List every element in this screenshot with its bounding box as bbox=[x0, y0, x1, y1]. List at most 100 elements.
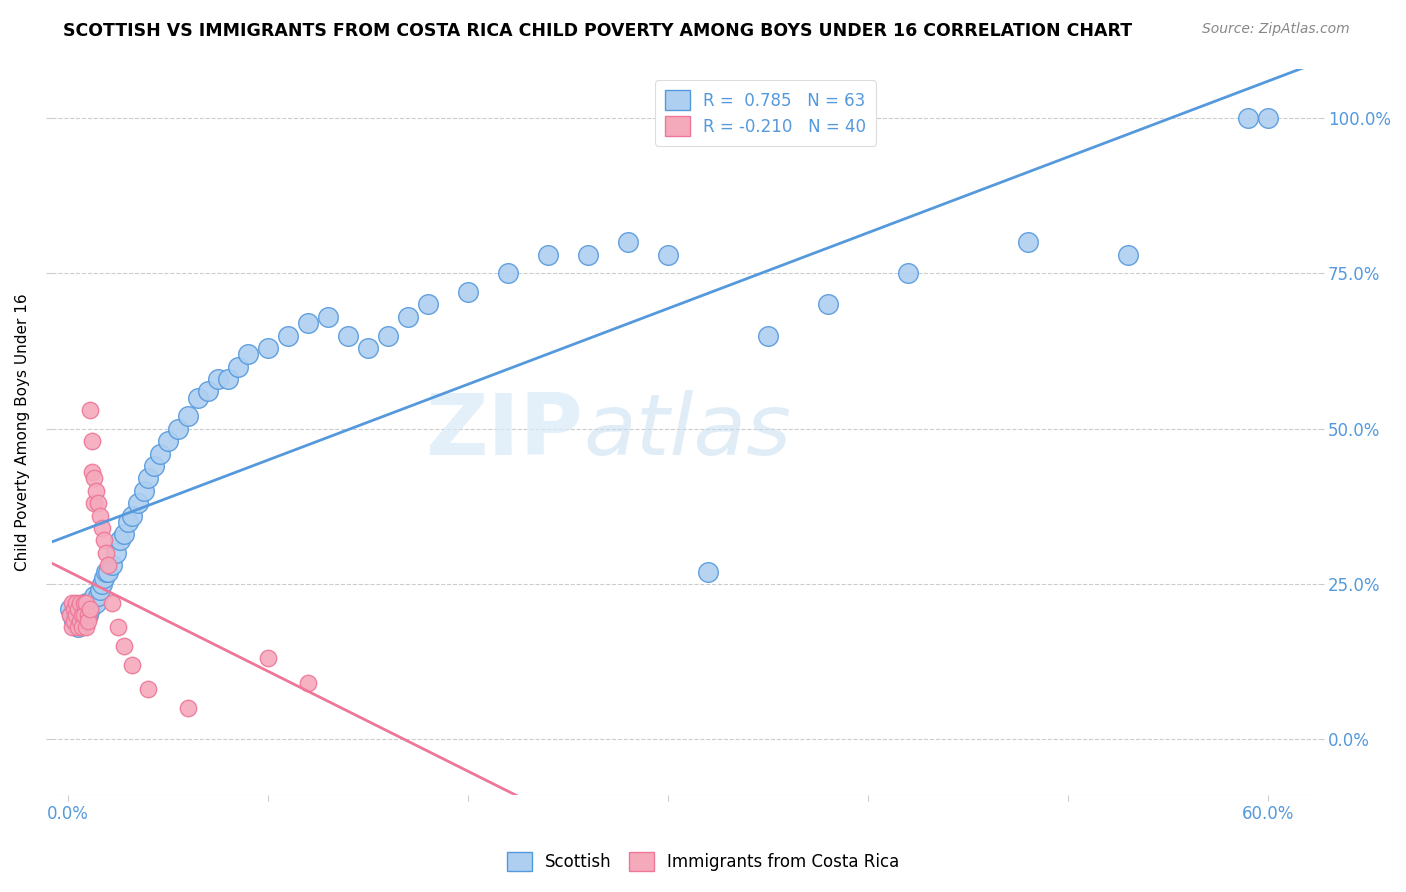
Point bbox=[72, 614, 94, 628]
Point bbox=[58, 607, 80, 622]
Point bbox=[76, 607, 98, 622]
Point bbox=[62, 614, 84, 628]
Point bbox=[156, 434, 179, 449]
Point bbox=[58, 601, 80, 615]
Point bbox=[657, 248, 679, 262]
Point bbox=[100, 596, 122, 610]
Point bbox=[83, 496, 105, 510]
Point bbox=[896, 267, 918, 281]
Point bbox=[186, 391, 208, 405]
Point bbox=[83, 471, 105, 485]
Point bbox=[121, 508, 143, 523]
Point bbox=[75, 620, 97, 634]
Point bbox=[457, 285, 479, 299]
Point bbox=[94, 546, 117, 560]
Point bbox=[72, 607, 94, 622]
Point bbox=[79, 601, 101, 615]
Point bbox=[256, 651, 278, 665]
Point bbox=[79, 403, 101, 417]
Point bbox=[112, 639, 135, 653]
Point bbox=[79, 601, 101, 615]
Point bbox=[70, 601, 93, 615]
Point bbox=[65, 607, 87, 622]
Point bbox=[72, 596, 94, 610]
Point bbox=[696, 565, 718, 579]
Point bbox=[104, 546, 127, 560]
Point bbox=[60, 596, 83, 610]
Point bbox=[86, 496, 108, 510]
Point bbox=[93, 533, 115, 548]
Point bbox=[756, 328, 779, 343]
Point bbox=[76, 607, 98, 622]
Text: atlas: atlas bbox=[583, 391, 792, 474]
Point bbox=[1236, 112, 1258, 126]
Point bbox=[117, 515, 139, 529]
Point bbox=[100, 558, 122, 573]
Point bbox=[132, 483, 155, 498]
Point bbox=[90, 577, 112, 591]
Point bbox=[80, 434, 103, 449]
Point bbox=[148, 446, 170, 460]
Point bbox=[80, 465, 103, 479]
Point bbox=[96, 565, 118, 579]
Legend: R =  0.785   N = 63, R = -0.210   N = 40: R = 0.785 N = 63, R = -0.210 N = 40 bbox=[655, 80, 876, 145]
Point bbox=[236, 347, 259, 361]
Point bbox=[84, 596, 107, 610]
Point bbox=[142, 458, 165, 473]
Point bbox=[197, 384, 219, 399]
Point bbox=[62, 601, 84, 615]
Point bbox=[69, 607, 91, 622]
Point bbox=[89, 583, 111, 598]
Point bbox=[316, 310, 339, 324]
Point bbox=[336, 328, 359, 343]
Point bbox=[356, 341, 378, 355]
Point bbox=[377, 328, 399, 343]
Point bbox=[108, 533, 131, 548]
Point bbox=[107, 620, 129, 634]
Point bbox=[1017, 235, 1039, 250]
Point bbox=[65, 596, 87, 610]
Point bbox=[166, 422, 188, 436]
Point bbox=[70, 607, 93, 622]
Point bbox=[83, 590, 105, 604]
Text: ZIP: ZIP bbox=[426, 391, 583, 474]
Point bbox=[207, 372, 229, 386]
Point bbox=[396, 310, 419, 324]
Point bbox=[136, 471, 159, 485]
Y-axis label: Child Poverty Among Boys Under 16: Child Poverty Among Boys Under 16 bbox=[15, 293, 30, 571]
Text: SCOTTISH VS IMMIGRANTS FROM COSTA RICA CHILD POVERTY AMONG BOYS UNDER 16 CORRELA: SCOTTISH VS IMMIGRANTS FROM COSTA RICA C… bbox=[63, 22, 1132, 40]
Point bbox=[86, 590, 108, 604]
Point bbox=[1257, 112, 1279, 126]
Point bbox=[616, 235, 638, 250]
Point bbox=[496, 267, 519, 281]
Point bbox=[69, 596, 91, 610]
Point bbox=[576, 248, 599, 262]
Point bbox=[1116, 248, 1139, 262]
Point bbox=[96, 558, 118, 573]
Point bbox=[69, 614, 91, 628]
Point bbox=[136, 682, 159, 697]
Point bbox=[80, 596, 103, 610]
Legend: Scottish, Immigrants from Costa Rica: Scottish, Immigrants from Costa Rica bbox=[501, 846, 905, 878]
Point bbox=[66, 620, 89, 634]
Point bbox=[297, 676, 319, 690]
Point bbox=[75, 596, 97, 610]
Point bbox=[536, 248, 558, 262]
Point bbox=[416, 297, 439, 311]
Point bbox=[90, 521, 112, 535]
Point bbox=[94, 565, 117, 579]
Point bbox=[65, 607, 87, 622]
Point bbox=[127, 496, 149, 510]
Point bbox=[121, 657, 143, 672]
Point bbox=[256, 341, 278, 355]
Point bbox=[817, 297, 839, 311]
Point bbox=[70, 620, 93, 634]
Point bbox=[226, 359, 249, 374]
Text: Source: ZipAtlas.com: Source: ZipAtlas.com bbox=[1202, 22, 1350, 37]
Point bbox=[89, 508, 111, 523]
Point bbox=[176, 409, 198, 424]
Point bbox=[84, 483, 107, 498]
Point bbox=[297, 316, 319, 330]
Point bbox=[176, 701, 198, 715]
Point bbox=[75, 596, 97, 610]
